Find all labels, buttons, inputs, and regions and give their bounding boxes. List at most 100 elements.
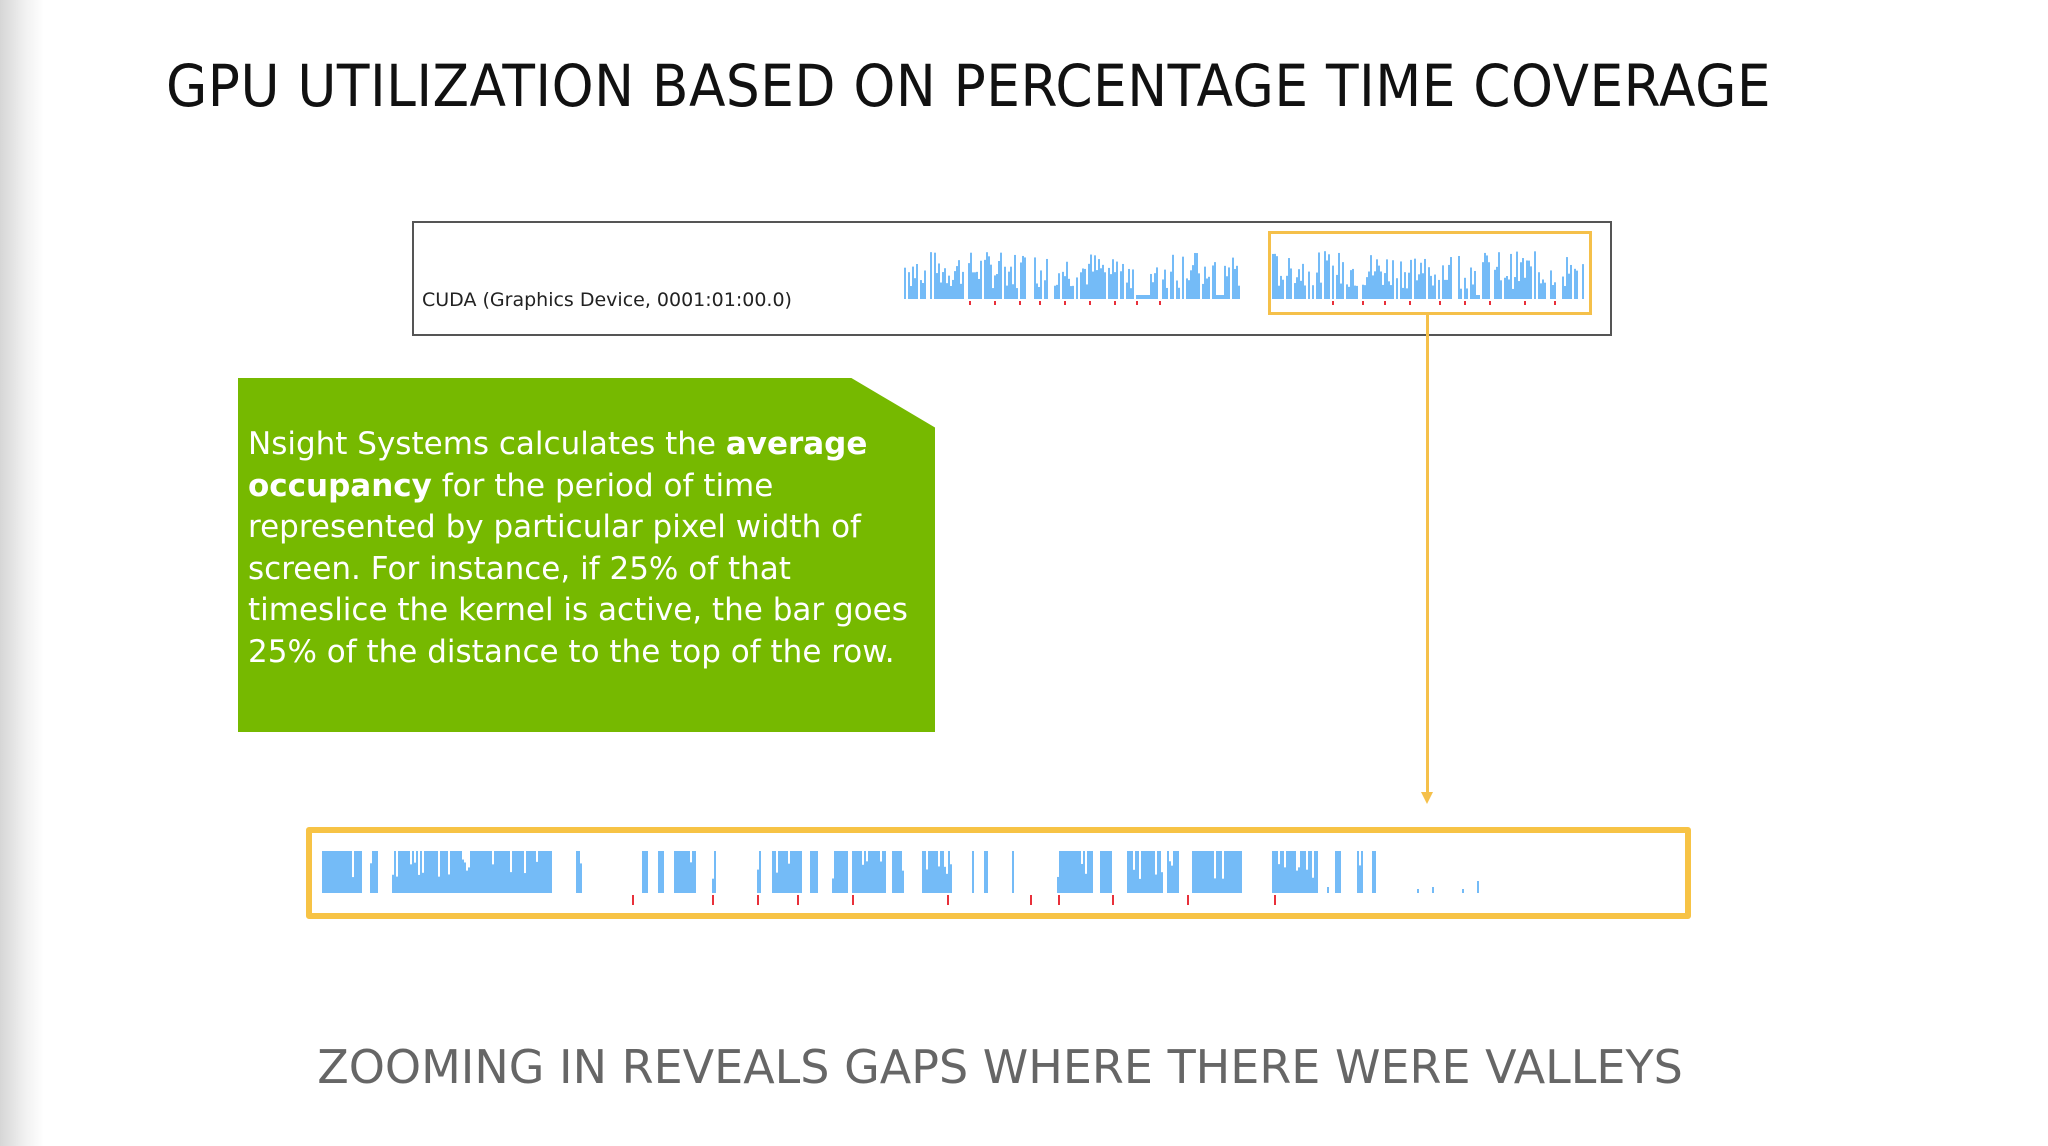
utilization-bar <box>774 851 776 893</box>
utilization-bar <box>1312 285 1314 299</box>
utilization-bar <box>972 272 974 299</box>
utilization-bar <box>1194 252 1196 299</box>
utilization-bar <box>904 267 906 299</box>
utilization-bar <box>1108 267 1110 299</box>
utilization-bar <box>408 851 410 893</box>
utilization-bar <box>1420 262 1422 299</box>
utilization-bar <box>528 851 530 893</box>
utilization-bar <box>500 851 502 893</box>
utilization-bar <box>984 259 986 299</box>
utilization-bar <box>340 851 342 893</box>
utilization-bar <box>1104 851 1106 893</box>
utilization-bar <box>942 272 944 299</box>
utilization-bar <box>898 851 900 893</box>
marker <box>1524 301 1526 305</box>
utilization-bar <box>1202 851 1204 893</box>
utilization-bar <box>1036 283 1038 299</box>
utilization-bar <box>396 876 398 893</box>
utilization-bar <box>1361 851 1363 893</box>
utilization-bar <box>1150 273 1152 299</box>
utilization-bar <box>1081 863 1083 893</box>
utilization-bar <box>996 274 998 299</box>
utilization-bar <box>1538 272 1540 299</box>
utilization-bar <box>466 870 468 893</box>
utilization-bar <box>496 851 498 893</box>
utilization-bar <box>1012 851 1014 893</box>
utilization-bar <box>464 862 466 893</box>
utilization-bar <box>832 878 834 893</box>
utilization-bar <box>1324 251 1326 299</box>
utilization-bar <box>1065 851 1067 893</box>
utilization-bar <box>440 851 442 893</box>
utilization-bar <box>1378 265 1380 299</box>
utilization-bar <box>1186 278 1188 299</box>
utilization-bar <box>984 851 986 893</box>
utilization-bar <box>1148 295 1150 299</box>
utilization-bar <box>1386 259 1388 299</box>
utilization-bar <box>712 878 714 893</box>
utilization-bar <box>1083 851 1085 893</box>
utilization-bar <box>1335 851 1337 893</box>
utilization-bar <box>1574 268 1576 299</box>
utilization-bar <box>1110 851 1112 893</box>
utilization-bar <box>1238 851 1240 893</box>
utilization-bar <box>430 851 432 893</box>
utilization-bar <box>1442 265 1444 299</box>
utilization-bar <box>1176 280 1178 299</box>
utilization-bar <box>854 851 856 893</box>
utilization-bar <box>674 851 676 893</box>
utilization-bar <box>1566 257 1568 299</box>
utilization-bar <box>1428 267 1430 299</box>
utilization-bar <box>424 851 426 893</box>
utilization-bar <box>502 851 504 893</box>
utilization-bar <box>522 851 524 893</box>
utilization-bar <box>1466 288 1468 299</box>
utilization-bar <box>1298 269 1300 299</box>
selection-highlight[interactable] <box>1268 231 1592 315</box>
utilization-bar <box>1089 851 1091 893</box>
marker <box>1409 301 1411 305</box>
utilization-bar <box>998 260 1000 299</box>
utilization-bar <box>940 851 942 893</box>
utilization-bar <box>418 874 420 893</box>
utilization-bar <box>1016 288 1018 299</box>
utilization-bar <box>1392 260 1394 299</box>
utilization-bar <box>757 869 759 893</box>
utilization-bar <box>1020 262 1022 299</box>
utilization-bar <box>896 851 898 893</box>
utilization-bar <box>978 278 980 299</box>
utilization-bar <box>324 851 326 893</box>
utilization-bar <box>1222 878 1224 893</box>
utilization-bar <box>882 851 884 893</box>
utilization-bar <box>1486 255 1488 299</box>
utilization-bar <box>1064 276 1066 299</box>
utilization-bar <box>846 851 848 893</box>
utilization-bar <box>872 851 874 893</box>
utilization-bar <box>402 851 404 893</box>
utilization-bar <box>1282 279 1284 299</box>
utilization-bar <box>834 851 836 893</box>
utilization-bar <box>1069 851 1071 893</box>
zoomed-timeline <box>306 827 1691 919</box>
utilization-bar <box>1276 256 1278 299</box>
utilization-bar <box>478 851 480 893</box>
utilization-bar <box>1337 851 1339 893</box>
utilization-bar <box>372 851 374 893</box>
utilization-bar <box>1166 287 1168 299</box>
utilization-bar <box>936 851 938 893</box>
utilization-bar <box>1282 851 1284 893</box>
utilization-bar <box>540 851 542 893</box>
utilization-bar <box>1196 253 1198 299</box>
utilization-bar <box>644 851 646 893</box>
utilization-bar <box>1280 851 1282 893</box>
marker <box>1489 301 1491 305</box>
utilization-bar <box>1054 285 1056 299</box>
utilization-bar <box>1131 851 1133 893</box>
utilization-bar <box>1120 271 1122 299</box>
utilization-bar <box>1154 273 1156 299</box>
utilization-bar <box>1524 277 1526 299</box>
utilization-bar <box>1127 851 1129 893</box>
utilization-bar <box>1024 257 1026 299</box>
utilization-bar <box>1292 851 1294 893</box>
utilization-bar <box>506 851 508 893</box>
